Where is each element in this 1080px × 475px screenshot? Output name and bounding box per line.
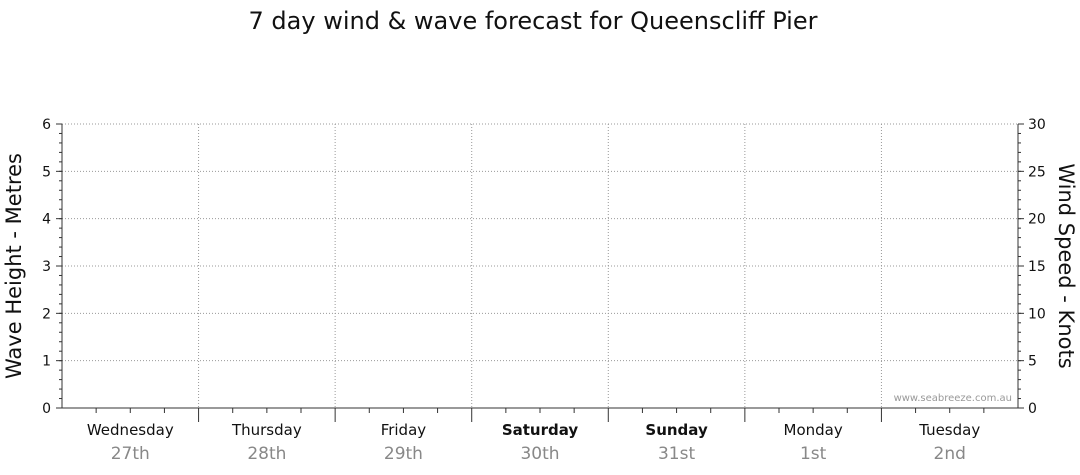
day-name-label: Friday (381, 421, 427, 439)
right-axis-ticks: 0 5 10 15 20 25 30 (1018, 117, 1046, 417)
day-date-label: 2nd (934, 444, 966, 464)
left-axis-label: Wave Height - Metres (2, 153, 26, 379)
day-date-label: 31st (658, 444, 695, 464)
day-name-label: Saturday (502, 421, 579, 439)
day-name-label: Wednesday (87, 421, 174, 439)
day-date-label: 1st (800, 444, 827, 464)
x-axis-ticks (95, 408, 985, 422)
right-axis-label: Wind Speed - Knots (1054, 163, 1078, 368)
right-tick-label: 10 (1028, 306, 1046, 322)
right-tick-label: 25 (1028, 164, 1046, 180)
day-name-label: Tuesday (918, 421, 980, 439)
left-axis-ticks: 0 1 2 3 4 5 6 (42, 117, 62, 417)
left-tick-label: 3 (42, 259, 51, 275)
left-tick-label: 1 (42, 354, 51, 370)
grid (62, 123, 1018, 408)
day-name-label: Thursday (231, 421, 302, 439)
left-tick-label: 0 (42, 401, 51, 417)
left-tick-label: 6 (42, 117, 51, 133)
day-date-label: 27th (111, 444, 150, 464)
day-date-label: 29th (384, 444, 423, 464)
right-tick-label: 15 (1028, 259, 1046, 275)
right-tick-label: 5 (1028, 354, 1037, 370)
watermark: www.seabreeze.com.au (894, 393, 1012, 404)
day-labels: Wednesday 27th Thursday 28th Friday 29th Satur… (87, 421, 980, 464)
day-date-label: 28th (247, 444, 286, 464)
left-tick-label: 4 (42, 212, 51, 228)
right-tick-label: 30 (1028, 117, 1046, 133)
day-date-label: 30th (520, 444, 559, 464)
day-name-label: Monday (784, 421, 843, 439)
right-tick-label: 0 (1028, 401, 1037, 417)
chart-title: 7 day wind & wave forecast for Queenscli… (249, 7, 818, 35)
right-tick-label: 20 (1028, 212, 1046, 228)
left-tick-label: 5 (42, 164, 51, 180)
left-tick-label: 2 (42, 306, 51, 322)
day-name-label: Sunday (645, 421, 708, 439)
